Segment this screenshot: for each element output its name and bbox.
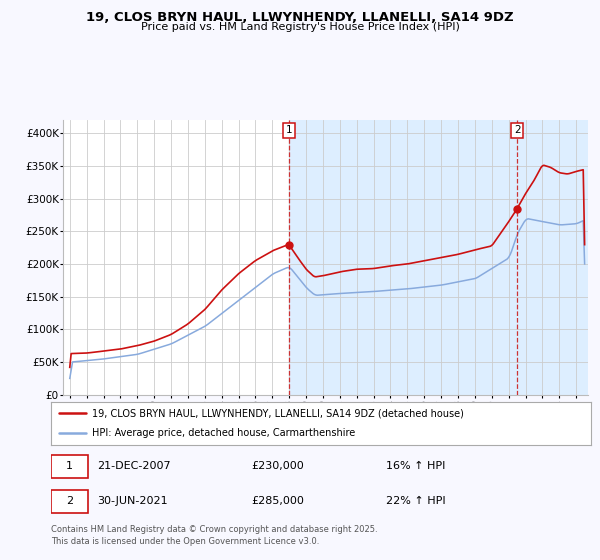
Text: Contains HM Land Registry data © Crown copyright and database right 2025.
This d: Contains HM Land Registry data © Crown c… <box>51 525 377 546</box>
Bar <box>289 120 600 395</box>
Text: 19, CLOS BRYN HAUL, LLWYNHENDY, LLANELLI, SA14 9DZ: 19, CLOS BRYN HAUL, LLWYNHENDY, LLANELLI… <box>86 11 514 24</box>
Text: 19, CLOS BRYN HAUL, LLWYNHENDY, LLANELLI, SA14 9DZ (detached house): 19, CLOS BRYN HAUL, LLWYNHENDY, LLANELLI… <box>91 408 463 418</box>
Text: 21-DEC-2007: 21-DEC-2007 <box>97 461 170 472</box>
Text: £285,000: £285,000 <box>251 497 304 506</box>
Text: HPI: Average price, detached house, Carmarthenshire: HPI: Average price, detached house, Carm… <box>91 428 355 438</box>
Text: Price paid vs. HM Land Registry's House Price Index (HPI): Price paid vs. HM Land Registry's House … <box>140 22 460 32</box>
Text: 1: 1 <box>286 125 292 135</box>
Text: £230,000: £230,000 <box>251 461 304 472</box>
Text: 16% ↑ HPI: 16% ↑ HPI <box>386 461 445 472</box>
Text: 22% ↑ HPI: 22% ↑ HPI <box>386 497 445 506</box>
FancyBboxPatch shape <box>51 455 88 478</box>
Text: 2: 2 <box>514 125 520 135</box>
Text: 30-JUN-2021: 30-JUN-2021 <box>97 497 167 506</box>
Text: 1: 1 <box>66 461 73 472</box>
FancyBboxPatch shape <box>51 490 88 513</box>
Text: 2: 2 <box>66 497 73 506</box>
